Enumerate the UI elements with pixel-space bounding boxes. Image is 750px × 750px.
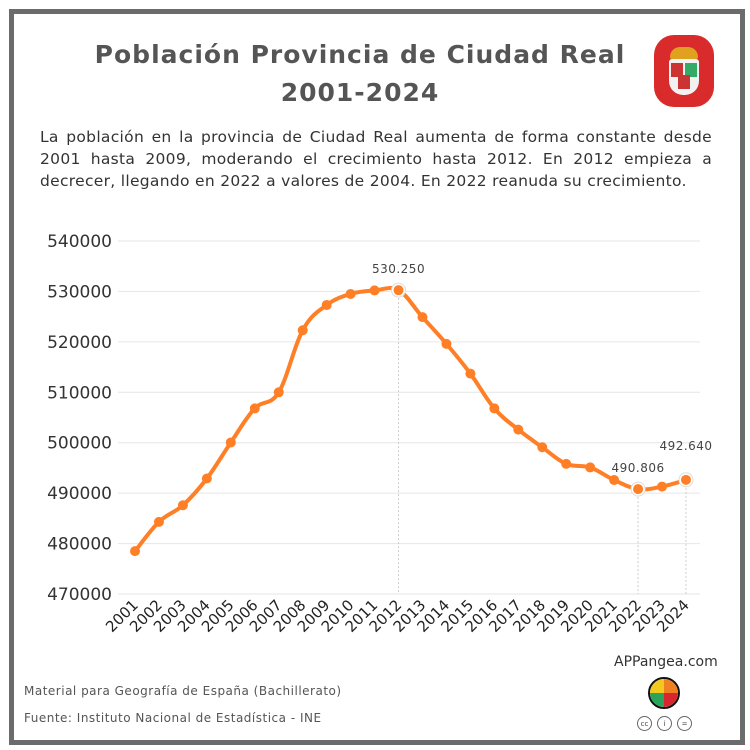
data-point	[585, 462, 596, 473]
data-point	[273, 387, 284, 398]
series-line	[133, 285, 687, 553]
data-point	[513, 424, 524, 435]
y-tick-label: 490000	[47, 484, 112, 504]
data-point	[417, 312, 428, 323]
appangea-puzzle-logo-icon	[648, 677, 680, 709]
data-point	[465, 368, 476, 379]
data-point	[177, 500, 188, 511]
page-title: Población Provincia de Ciudad Real 2001-…	[60, 36, 660, 112]
by-icon: i	[657, 716, 672, 731]
data-point	[657, 481, 668, 492]
data-point	[297, 325, 308, 336]
cc-icon: cc	[637, 716, 652, 731]
data-point	[201, 473, 212, 484]
y-tick-label: 510000	[47, 383, 112, 403]
y-tick-label: 500000	[47, 434, 112, 454]
data-point	[321, 300, 332, 311]
title-line-1: Población Provincia de Ciudad Real	[94, 40, 626, 69]
y-tick-label: 530000	[47, 282, 112, 302]
data-point	[537, 442, 548, 453]
y-tick-label: 540000	[47, 232, 112, 252]
data-point	[393, 285, 404, 296]
description: La población en la provincia de Ciudad R…	[40, 128, 712, 190]
title-line-2: 2001-2024	[280, 78, 440, 107]
frame-border	[9, 9, 745, 745]
data-point	[681, 474, 691, 485]
ciudad-real-coat-of-arms-icon	[654, 35, 714, 107]
data-point	[441, 338, 452, 349]
data-point	[153, 516, 164, 527]
brand-link[interactable]: APPangea.com	[614, 654, 718, 670]
y-tick-label: 520000	[47, 333, 112, 353]
y-tick-label: 470000	[47, 585, 112, 605]
data-point	[130, 546, 140, 557]
source-note: Fuente: Instituto Nacional de Estadístic…	[24, 711, 322, 725]
data-point	[345, 288, 356, 299]
y-tick-label: 480000	[47, 535, 112, 555]
data-label: 530.250	[372, 262, 425, 276]
nd-icon: =	[677, 716, 692, 731]
data-point	[561, 458, 572, 469]
data-point	[609, 475, 620, 486]
data-point	[369, 285, 380, 296]
data-point	[249, 403, 260, 414]
data-point	[489, 403, 500, 414]
data-label: 490.806	[612, 461, 665, 475]
data-point	[633, 484, 644, 495]
data-point	[225, 437, 236, 448]
material-note: Material para Geografía de España (Bachi…	[24, 684, 342, 698]
data-label: 492.640	[659, 439, 712, 453]
